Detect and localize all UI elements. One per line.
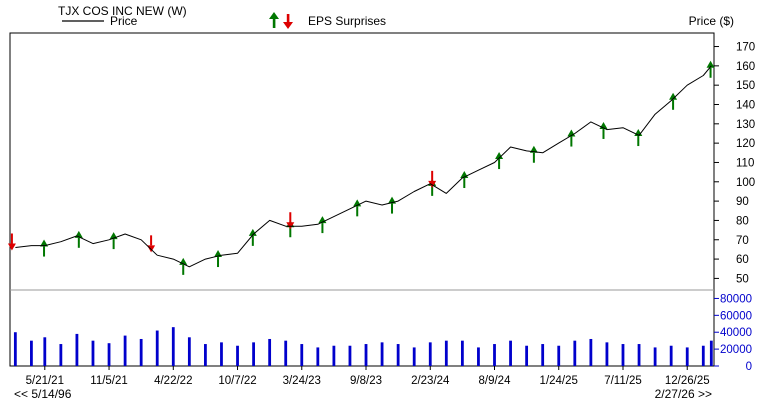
price-legend-label: Price xyxy=(110,14,138,28)
nav-forward-link[interactable]: 2/27/26 >> xyxy=(655,387,712,400)
volume-bar xyxy=(557,345,561,366)
price-tick-label: 140 xyxy=(736,99,755,111)
eps-surprise-up-marker xyxy=(706,60,715,78)
volume-bar xyxy=(685,347,689,366)
x-tick-label: 2/23/24 xyxy=(411,375,450,387)
volume-bar xyxy=(107,343,111,366)
volume-bar xyxy=(669,345,673,366)
volume-bar xyxy=(541,344,545,366)
volume-bar xyxy=(43,337,47,366)
x-tick-label: 5/21/21 xyxy=(26,375,64,387)
price-tick-label: 150 xyxy=(736,80,755,92)
volume-tick-label: 20000 xyxy=(720,344,752,356)
volume-bar xyxy=(171,327,175,366)
price-tick-label: 80 xyxy=(736,215,749,227)
price-tick-label: 100 xyxy=(736,177,755,189)
x-tick-label: 9/8/23 xyxy=(350,375,382,387)
x-tick-label: 4/22/22 xyxy=(154,375,192,387)
nav-back-link[interactable]: << 5/14/96 xyxy=(14,387,72,400)
volume-bar xyxy=(653,347,657,366)
volume-bar xyxy=(525,345,529,366)
eps-legend-label: EPS Surprises xyxy=(308,14,386,28)
eps-surprise-up-marker xyxy=(248,228,257,246)
volume-bar xyxy=(509,340,512,366)
y-axis-title: Price ($) xyxy=(689,14,734,28)
volume-bar xyxy=(300,344,304,366)
eps-surprise-up-marker xyxy=(495,152,504,170)
volume-bar xyxy=(460,340,464,366)
plot-frame xyxy=(9,32,715,367)
volume-bar xyxy=(444,340,448,366)
price-tick-label: 170 xyxy=(736,42,755,54)
volume-bar xyxy=(477,347,480,366)
volume-bar xyxy=(605,342,609,366)
volume-bar xyxy=(268,338,272,366)
volume-bar xyxy=(139,338,143,366)
volume-tick-label: 80000 xyxy=(720,293,752,305)
volume-bar xyxy=(621,344,625,366)
volume-bar xyxy=(589,338,593,366)
volume-bar xyxy=(348,345,352,366)
volume-bar xyxy=(364,344,368,366)
x-tick-label: 8/9/24 xyxy=(479,375,512,387)
volume-bar xyxy=(380,342,384,366)
volume-bar xyxy=(13,332,17,366)
price-tick-label: 160 xyxy=(736,61,755,73)
x-tick-label: 3/24/23 xyxy=(283,375,321,387)
price-tick-label: 70 xyxy=(736,235,749,247)
x-tick-label: 12/26/25 xyxy=(665,375,710,387)
volume-bar xyxy=(493,344,496,366)
eps-surprise-up-marker xyxy=(669,92,678,110)
volume-bar xyxy=(220,342,223,366)
price-tick-label: 60 xyxy=(736,254,749,266)
volume-bar xyxy=(573,340,577,366)
volume-bar xyxy=(236,345,239,366)
eps-surprise-down-marker xyxy=(7,233,16,251)
volume-tick-label: 60000 xyxy=(720,310,752,322)
eps-surprise-up-marker xyxy=(529,145,538,163)
price-tick-label: 110 xyxy=(736,157,754,169)
price-tick-label: 90 xyxy=(736,196,749,208)
volume-bar xyxy=(123,335,127,366)
price-tick-label: 50 xyxy=(736,273,749,285)
volume-tick-label: 40000 xyxy=(720,327,752,339)
volume-bar xyxy=(709,340,713,366)
volume-bar xyxy=(701,345,705,366)
volume-bar xyxy=(59,344,63,366)
x-tick-label: 7/11/25 xyxy=(604,375,642,387)
volume-tick-label: 0 xyxy=(746,361,752,373)
price-series-line xyxy=(15,65,712,268)
volume-bar xyxy=(428,342,432,366)
volume-bar xyxy=(412,347,416,366)
volume-bar xyxy=(332,345,336,366)
volume-bar xyxy=(396,344,400,366)
price-tick-label: 130 xyxy=(736,119,755,131)
volume-bar xyxy=(155,330,159,366)
eps-up-legend-icon xyxy=(269,12,279,28)
chart-title: TJX COS INC NEW (W) xyxy=(58,4,187,18)
x-tick-label: 11/5/21 xyxy=(90,375,128,387)
x-tick-label: 10/7/22 xyxy=(218,375,256,387)
volume-bar xyxy=(252,342,255,366)
x-tick-label: 1/24/25 xyxy=(540,375,578,387)
volume-bar xyxy=(187,337,191,366)
volume-bar xyxy=(91,340,95,366)
price-tick-label: 120 xyxy=(736,138,755,150)
volume-bar xyxy=(316,347,320,366)
volume-bar xyxy=(204,344,207,366)
volume-bar xyxy=(637,344,641,366)
volume-bar xyxy=(75,333,79,366)
eps-down-legend-icon xyxy=(283,14,293,29)
volume-bar xyxy=(30,340,33,366)
volume-bar xyxy=(284,340,288,366)
